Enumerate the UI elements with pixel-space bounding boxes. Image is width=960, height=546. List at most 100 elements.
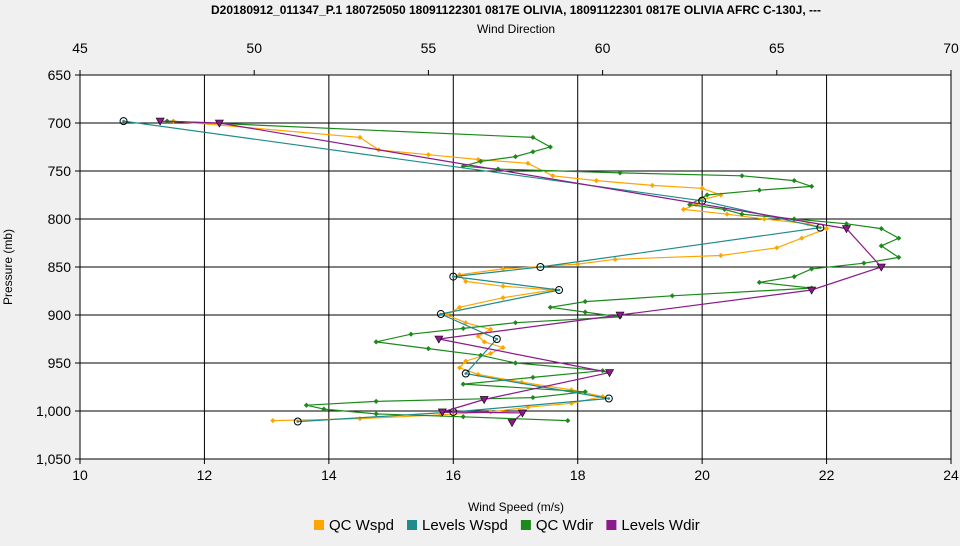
- top-tick-label: 60: [595, 40, 611, 56]
- legend-swatch-qc-wspd: [314, 520, 324, 530]
- y-tick-label: 650: [48, 67, 72, 83]
- data-point-qc-wspd: [488, 350, 494, 356]
- legend-label-levels-wspd: Levels Wspd: [422, 517, 508, 534]
- data-point-qc-wdir: [373, 339, 379, 345]
- data-point-qc-wdir: [582, 389, 588, 395]
- y-tick-label: 850: [48, 259, 72, 275]
- data-point-levels-wdir: [841, 225, 851, 234]
- data-point-qc-wspd: [550, 173, 556, 179]
- data-point-qc-wdir: [425, 346, 431, 352]
- series-line-levels-wdir: [160, 120, 883, 423]
- data-point-levels-wdir: [437, 408, 447, 417]
- y-tick-label: 800: [48, 211, 72, 227]
- legend-item-levels-wspd: Levels Wspd: [407, 517, 508, 534]
- data-point-qc-wdir: [373, 398, 379, 404]
- data-point-qc-wdir: [791, 274, 797, 280]
- data-point-qc-wdir: [756, 187, 762, 193]
- data-point-levels-wspd-center: [464, 372, 468, 375]
- data-point-qc-wspd: [575, 261, 581, 267]
- y-tick-label: 700: [48, 115, 72, 131]
- y-tick-label: 750: [48, 163, 72, 179]
- data-point-qc-wdir: [669, 293, 675, 299]
- data-point-qc-wdir: [530, 149, 536, 155]
- data-point-qc-wdir: [460, 381, 466, 387]
- data-point-qc-wdir: [896, 235, 902, 241]
- data-point-qc-wspd: [488, 326, 494, 332]
- data-point-levels-wspd-center: [439, 312, 443, 316]
- y-axis-label: Pressure (mb): [1, 229, 15, 305]
- data-point-qc-wspd: [463, 358, 469, 364]
- data-point-levels-wdir: [807, 286, 817, 295]
- legend-item-qc-wspd: QC Wspd: [314, 517, 394, 534]
- series-layer: [119, 117, 902, 428]
- data-point-qc-wdir: [861, 260, 867, 266]
- data-point-levels-wdir: [507, 419, 517, 428]
- data-point-qc-wdir: [495, 166, 501, 172]
- legend: QC Wspd Levels Wspd QC Wdir Levels Wdir: [314, 517, 700, 534]
- data-point-qc-wdir: [809, 266, 815, 272]
- data-point-qc-wspd: [500, 283, 506, 289]
- data-point-qc-wspd: [425, 152, 431, 158]
- data-point-qc-wdir: [791, 216, 797, 222]
- data-point-levels-wspd-center: [495, 337, 499, 341]
- data-point-qc-wdir: [582, 298, 588, 305]
- y-tick-label: 1,000: [36, 403, 71, 419]
- data-point-qc-wspd: [649, 182, 655, 188]
- top-tick-label: 65: [769, 40, 785, 56]
- y-tick-label: 900: [48, 307, 72, 323]
- data-point-qc-wdir: [512, 360, 519, 366]
- legend-item-levels-wdir: Levels Wdir: [606, 517, 700, 534]
- data-point-qc-wspd: [475, 371, 481, 378]
- data-point-qc-wdir: [303, 402, 310, 408]
- data-point-qc-wspd: [680, 206, 687, 212]
- axes: 10 12 14 16 18 20 22 24 45 50 55 60 65 70 650 700 750 800…: [36, 40, 959, 483]
- y-tick-label: 950: [48, 355, 72, 371]
- data-point-qc-wspd: [463, 278, 469, 284]
- data-point-qc-wspd: [270, 418, 276, 424]
- data-point-levels-wspd-center: [607, 397, 611, 400]
- data-point-qc-wdir: [809, 183, 815, 189]
- data-point-levels-wspd: [461, 369, 470, 378]
- data-point-qc-wspd: [724, 211, 730, 217]
- data-point-levels-wspd-center: [296, 420, 300, 423]
- data-point-levels-wspd: [293, 417, 302, 426]
- data-point-qc-wdir: [530, 374, 536, 380]
- data-point-qc-wdir: [896, 254, 902, 260]
- data-point-qc-wdir: [547, 144, 553, 150]
- x-tick-label: 18: [570, 467, 586, 483]
- data-point-levels-wspd: [555, 286, 564, 295]
- data-point-qc-wdir: [582, 309, 588, 315]
- data-point-levels-wdir: [155, 117, 165, 126]
- top-tick-label: 50: [246, 40, 262, 56]
- legend-swatch-qc-wdir: [520, 520, 531, 530]
- data-point-qc-wspd: [823, 226, 830, 232]
- data-point-levels-wspd-center: [122, 119, 125, 123]
- data-point-levels-wspd: [436, 310, 445, 319]
- data-point-qc-wspd: [357, 134, 363, 140]
- data-point-qc-wspd: [600, 394, 606, 400]
- series-line-levels-wspd: [123, 120, 821, 423]
- data-point-levels-wdir: [876, 263, 886, 272]
- data-point-levels-wspd: [492, 335, 501, 343]
- data-point-qc-wdir: [843, 221, 850, 227]
- legend-label-qc-wspd: QC Wspd: [329, 517, 394, 534]
- x-tick-label: 16: [445, 467, 461, 483]
- data-point-qc-wdir: [408, 331, 414, 337]
- data-point-qc-wspd: [481, 339, 487, 345]
- series-levels-wspd: [119, 117, 825, 426]
- data-point-qc-wdir: [530, 394, 536, 401]
- x-axis-label: Wind Speed (m/s): [468, 500, 564, 514]
- data-point-levels-wspd-center: [819, 226, 822, 229]
- data-point-levels-wdir: [479, 396, 489, 405]
- data-point-qc-wspd: [456, 365, 463, 371]
- data-point-qc-wdir: [373, 411, 379, 417]
- data-point-qc-wdir: [878, 243, 884, 249]
- data-point-qc-wspd: [525, 160, 531, 166]
- y-tick-label: 1,050: [36, 451, 71, 467]
- top-tick-label: 70: [943, 40, 959, 56]
- data-point-levels-wdir: [434, 335, 444, 344]
- data-point-qc-wdir: [739, 211, 745, 217]
- data-point-qc-wdir: [704, 192, 710, 198]
- data-point-qc-wdir: [878, 226, 884, 232]
